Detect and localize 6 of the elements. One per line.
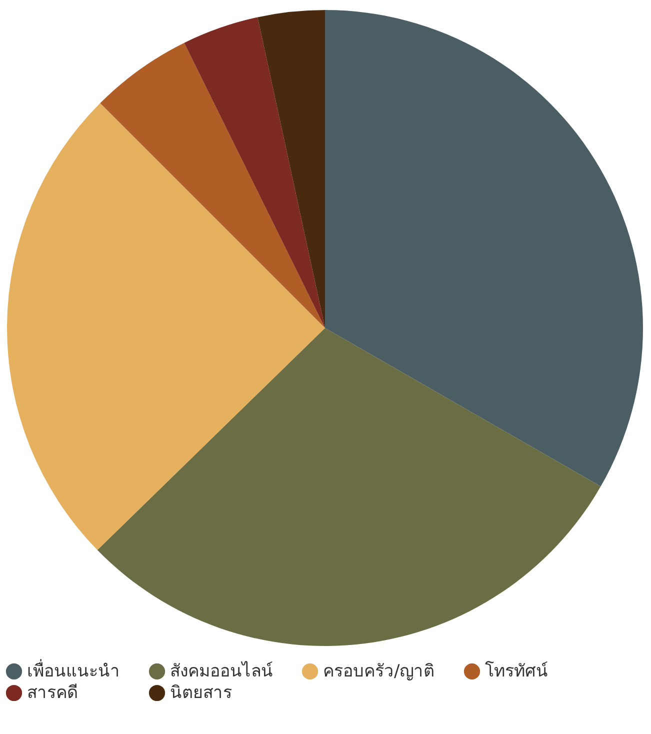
legend-label: นิตยสาร	[170, 683, 232, 703]
legend-label: เพื่อนแนะนำ	[27, 658, 120, 682]
legend-label: สารคดี	[27, 683, 78, 703]
legend-label: สังคมออนไลน์	[170, 660, 273, 682]
legend-label: ครอบครัว/ญาติ	[323, 661, 435, 682]
legend-label: โทรทัศน์	[485, 660, 548, 682]
